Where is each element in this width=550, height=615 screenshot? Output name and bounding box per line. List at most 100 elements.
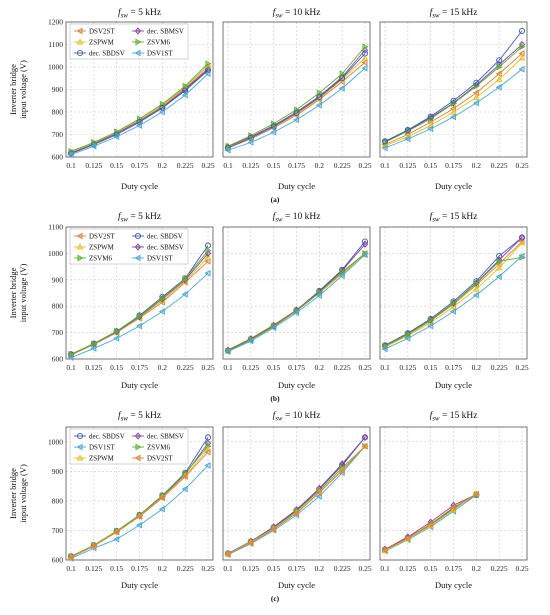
data-point xyxy=(91,340,98,348)
x-axis-label: Duty cycle xyxy=(278,580,315,590)
legend-swatch-marker xyxy=(76,432,84,440)
y-tick-label: 1000 xyxy=(48,63,63,72)
panel-title-sub: sw xyxy=(275,216,283,224)
series-line xyxy=(70,272,209,359)
legend-swatch-marker xyxy=(76,243,84,250)
data-point xyxy=(159,294,166,302)
data-point xyxy=(158,505,165,513)
data-point xyxy=(224,144,232,152)
legend-entry: ZSVM6 xyxy=(132,39,170,47)
y-tick-label: 700 xyxy=(52,130,64,139)
x-tick-label: 0.175 xyxy=(445,161,462,170)
panel-title-sub: sw xyxy=(275,415,283,423)
plot-frame xyxy=(379,21,528,158)
data-point xyxy=(361,433,369,442)
x-tick-label: 0.125 xyxy=(85,161,102,170)
legend-label: dec. SBDSV xyxy=(89,50,125,58)
data-point xyxy=(247,337,254,345)
x-tick-label: 0.175 xyxy=(131,363,148,372)
series-zsvm6 xyxy=(382,253,526,350)
x-tick-label: 0.1 xyxy=(380,564,390,573)
data-point xyxy=(204,70,211,78)
x-tick-label: 0.1 xyxy=(66,161,76,170)
legend-swatch-marker xyxy=(135,38,142,46)
x-tick-label: 0.25 xyxy=(515,161,528,170)
x-tick-label: 0.15 xyxy=(110,564,123,573)
data-point xyxy=(67,553,74,561)
x-tick-label: 0.15 xyxy=(267,161,280,170)
plot-frame xyxy=(222,426,371,561)
data-point xyxy=(158,108,165,116)
legend-box xyxy=(69,428,189,465)
data-point xyxy=(404,135,411,143)
x-tick-label: 0.225 xyxy=(334,161,351,170)
data-point xyxy=(361,442,368,450)
legend-entry: DSV2ST xyxy=(132,455,173,463)
x-axis-label: Duty cycle xyxy=(278,380,315,390)
data-point xyxy=(270,128,277,136)
x-tick-label: 0.2 xyxy=(315,564,325,573)
x-tick-label: 0.1 xyxy=(380,363,390,372)
x-tick-label: 0.1 xyxy=(223,161,233,170)
data-point xyxy=(224,348,231,355)
data-point xyxy=(495,75,503,82)
data-point xyxy=(518,27,526,35)
legend-swatch-marker xyxy=(134,432,142,440)
data-point xyxy=(270,324,277,332)
series-dsv1st xyxy=(67,70,211,159)
x-tick-label: 0.175 xyxy=(445,564,462,573)
legend-entry: DSV1ST xyxy=(74,444,115,452)
y-axis-label-line: input voltage (V) xyxy=(18,464,28,523)
data-point xyxy=(427,520,434,528)
data-point xyxy=(472,89,479,97)
series-line xyxy=(384,68,523,149)
x-tick-label: 0.125 xyxy=(399,363,416,372)
data-point xyxy=(205,60,212,67)
data-point xyxy=(427,113,434,120)
panel-b-3: 0.1 0.125 0.15 0.175 0.2 0.225 0.25 fsw = 15 kH… xyxy=(379,211,529,390)
data-point xyxy=(404,534,411,542)
y-axis-label: Inverter bridge input voltage (V) xyxy=(8,60,28,119)
data-point xyxy=(428,316,435,324)
x-tick-label: 0.175 xyxy=(131,564,148,573)
y-tick-label: 600 xyxy=(52,556,64,565)
x-tick-label: 0.15 xyxy=(267,363,280,372)
x-tick-label: 0.1 xyxy=(223,564,233,573)
panel-c-3: 0.1 0.125 0.15 0.175 0.2 0.225 0.25 fsw = 15 kH… xyxy=(379,410,529,590)
data-point xyxy=(181,485,188,493)
legend-label: dec. SBDSV xyxy=(89,433,125,441)
data-point xyxy=(135,122,143,129)
data-point xyxy=(339,70,346,78)
data-point xyxy=(90,345,97,352)
plot-frame xyxy=(379,226,528,360)
legend-swatch-marker xyxy=(76,232,83,240)
data-point xyxy=(381,345,388,353)
panel-title: fsw = 15 kHz xyxy=(430,410,478,423)
data-point xyxy=(472,490,479,498)
data-point xyxy=(204,253,212,260)
data-point xyxy=(90,542,97,550)
data-point xyxy=(182,82,189,90)
x-axis-label: Duty cycle xyxy=(435,181,472,191)
panel-title: fsw = 10 kHz xyxy=(273,7,321,20)
legend-entry: ZSVM6 xyxy=(74,255,112,263)
series-line xyxy=(227,445,366,555)
x-tick-label: 0.25 xyxy=(358,161,371,170)
legend-swatch-marker xyxy=(135,443,142,451)
data-point xyxy=(496,57,503,64)
series-dsv1st xyxy=(67,269,211,362)
x-tick-label: 0.125 xyxy=(85,564,102,573)
panel-b-2: 0.1 0.125 0.15 0.175 0.2 0.225 0.25 fsw = 10 kH… xyxy=(222,211,372,390)
y-tick-label: 700 xyxy=(52,526,64,535)
panel-title: fsw = 5 kHz xyxy=(118,211,161,224)
data-point xyxy=(450,97,457,104)
legend-swatch-marker xyxy=(77,254,84,262)
legend-entry: DSV2ST xyxy=(74,233,115,241)
data-point xyxy=(292,116,300,124)
data-point xyxy=(315,292,322,300)
legend-box xyxy=(69,23,189,60)
panel-a-2: 0.1 0.125 0.15 0.175 0.2 0.225 0.25 fsw = 10 kH… xyxy=(222,7,372,191)
x-tick-label: 0.2 xyxy=(472,161,482,170)
x-tick-label: 0.25 xyxy=(358,564,371,573)
y-tick-label: 800 xyxy=(52,496,64,505)
